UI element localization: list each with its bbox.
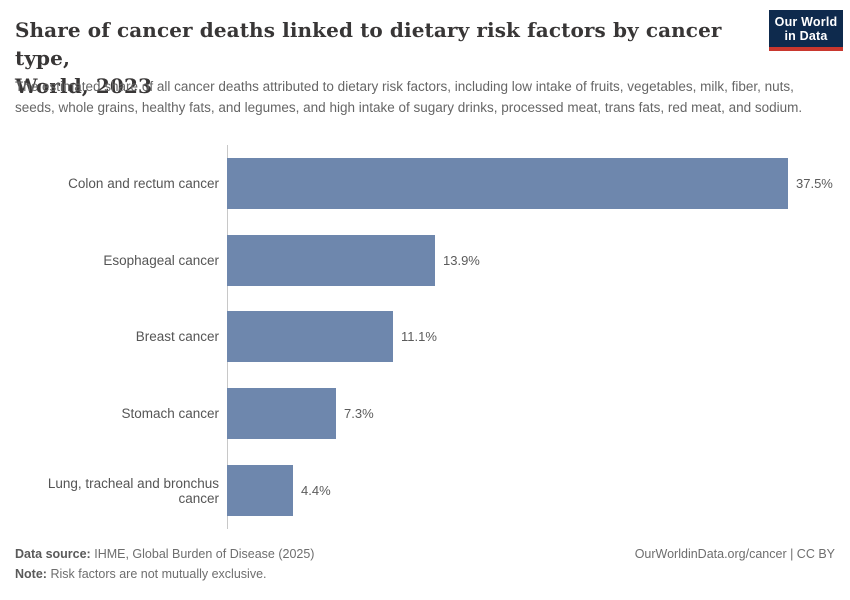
bar-chart: Colon and rectum cancer 37.5% Esophageal c…	[15, 145, 835, 529]
chart-footer: Data source: IHME, Global Burden of Dise…	[15, 544, 835, 584]
owid-logo-line1: Our World	[774, 15, 838, 29]
owid-logo[interactable]: Our World in Data	[769, 10, 843, 51]
bar[interactable]	[227, 234, 435, 286]
data-source-label: Data source:	[15, 547, 91, 561]
value-label: 37.5%	[796, 175, 833, 191]
owid-logo-line2: in Data	[784, 29, 828, 43]
footer-citation-link[interactable]: OurWorldinData.org/cancer | CC BY	[634, 547, 835, 561]
bar-row: Colon and rectum cancer 37.5%	[15, 145, 835, 222]
bar-row: Breast cancer 11.1%	[15, 299, 835, 376]
bar[interactable]	[227, 311, 393, 363]
chart-subtitle: The estimated share of all cancer deaths…	[15, 79, 803, 115]
value-label: 7.3%	[344, 406, 374, 422]
note-label: Note:	[15, 567, 47, 581]
bar-rows: Colon and rectum cancer 37.5% Esophageal c…	[15, 145, 835, 529]
category-label: Colon and rectum cancer	[68, 175, 219, 191]
value-label: 4.4%	[301, 483, 331, 499]
value-label: 11.1%	[401, 329, 437, 345]
chart-title-line1: Share of cancer deaths linked to dietary…	[15, 18, 722, 70]
value-label: 13.9%	[443, 252, 480, 268]
bar[interactable]	[227, 388, 336, 440]
note-text: Risk factors are not mutually exclusive.	[50, 567, 267, 581]
bar-row: Esophageal cancer 13.9%	[15, 222, 835, 299]
page-title: Share of cancer deaths linked to dietary…	[15, 16, 760, 100]
bar-row: Stomach cancer 7.3%	[15, 375, 835, 452]
data-source-text: IHME, Global Burden of Disease (2025)	[94, 547, 315, 561]
category-label: Esophageal cancer	[103, 252, 219, 268]
bar-row: Lung, tracheal and bronchus cancer 4.4%	[15, 452, 835, 529]
chart-title-line2: World, 2023	[15, 74, 152, 98]
category-label: Breast cancer	[135, 329, 219, 345]
category-label: Lung, tracheal and bronchus cancer	[47, 475, 219, 506]
data-source-line: Data source: IHME, Global Burden of Dise…	[15, 544, 314, 564]
note-line: Note: Risk factors are not mutually excl…	[15, 564, 314, 584]
bar[interactable]	[227, 157, 788, 209]
bar[interactable]	[227, 465, 293, 517]
footer-left: Data source: IHME, Global Burden of Dise…	[15, 544, 314, 584]
category-label: Stomach cancer	[121, 406, 219, 422]
